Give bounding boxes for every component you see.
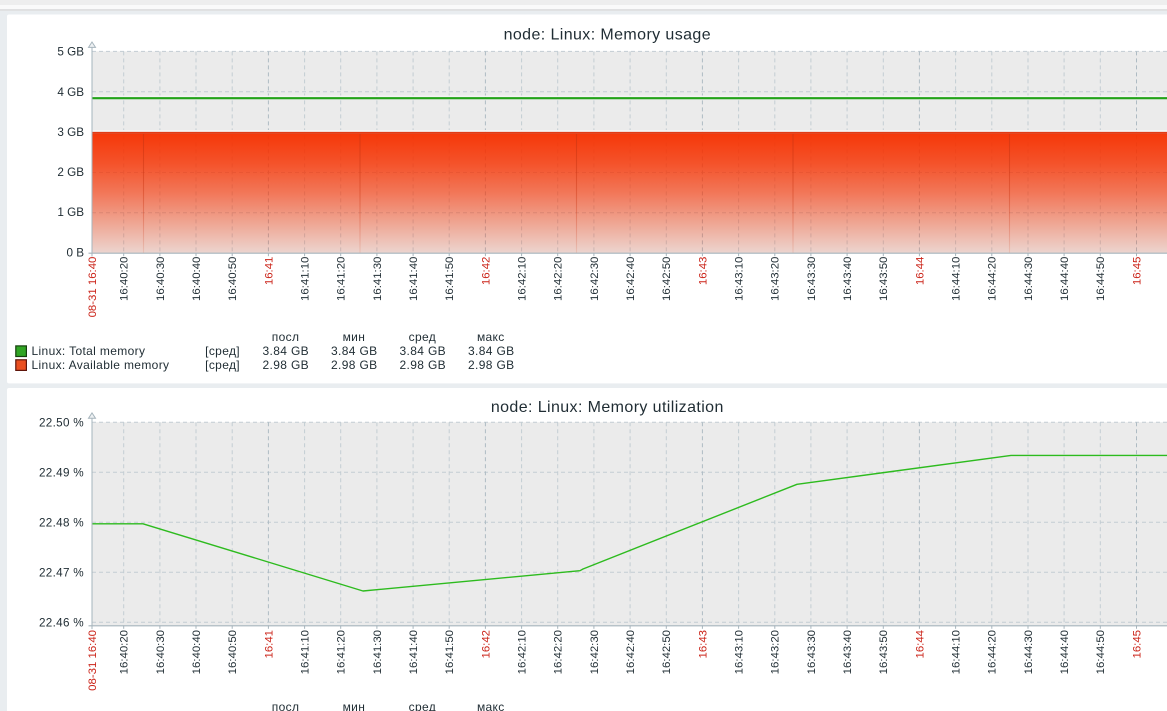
svg-text:16:43:40: 16:43:40 (842, 630, 854, 674)
svg-text:16:43: 16:43 (697, 257, 709, 286)
svg-text:16:41: 16:41 (263, 257, 275, 286)
svg-text:16:42:40: 16:42:40 (625, 630, 637, 674)
svg-text:16:41:40: 16:41:40 (408, 630, 420, 674)
svg-text:16:42: 16:42 (480, 630, 492, 659)
svg-text:16:41:50: 16:41:50 (444, 257, 456, 301)
svg-text:посл: посл (272, 700, 300, 711)
svg-text:16:43:40: 16:43:40 (842, 257, 854, 301)
svg-text:3.84 GB: 3.84 GB (331, 344, 377, 358)
svg-text:16:40:40: 16:40:40 (191, 257, 203, 301)
svg-text:16:43:50: 16:43:50 (878, 630, 890, 674)
svg-text:16:43:20: 16:43:20 (770, 630, 782, 674)
svg-text:16:43:30: 16:43:30 (806, 630, 818, 674)
svg-text:node: Linux: Memory usage: node: Linux: Memory usage (504, 27, 711, 44)
svg-text:16:41:40: 16:41:40 (408, 257, 420, 301)
svg-text:2.98 GB: 2.98 GB (400, 358, 446, 372)
svg-text:16:43: 16:43 (697, 630, 709, 659)
svg-text:16:44:30: 16:44:30 (1023, 257, 1035, 301)
svg-text:16:41:10: 16:41:10 (299, 257, 311, 301)
svg-text:0 B: 0 B (66, 246, 84, 259)
svg-text:[сред]: [сред] (205, 344, 240, 358)
svg-text:16:40:30: 16:40:30 (155, 630, 167, 674)
svg-text:мин: мин (343, 700, 366, 711)
svg-text:посл: посл (272, 330, 300, 344)
svg-text:16:41:20: 16:41:20 (336, 630, 348, 674)
svg-text:22.48 %: 22.48 % (39, 517, 84, 530)
svg-text:22.49 %: 22.49 % (39, 467, 84, 480)
svg-text:16:44:20: 16:44:20 (987, 630, 999, 674)
svg-text:16:42:40: 16:42:40 (625, 257, 637, 301)
svg-text:16:40:30: 16:40:30 (155, 257, 167, 301)
svg-text:16:41:30: 16:41:30 (372, 630, 384, 674)
svg-text:16:44:10: 16:44:10 (951, 630, 963, 674)
svg-text:16:43:30: 16:43:30 (806, 257, 818, 301)
svg-text:16:40:20: 16:40:20 (119, 630, 131, 674)
svg-text:16:41:20: 16:41:20 (336, 257, 348, 301)
svg-text:16:42:10: 16:42:10 (517, 257, 529, 301)
svg-text:16:42:20: 16:42:20 (553, 630, 565, 674)
svg-text:16:45: 16:45 (1131, 257, 1143, 286)
svg-text:16:44:50: 16:44:50 (1095, 257, 1107, 301)
svg-text:3.84 GB: 3.84 GB (400, 344, 446, 358)
svg-text:16:44:40: 16:44:40 (1059, 257, 1071, 301)
svg-text:16:41: 16:41 (263, 630, 275, 659)
svg-text:16:41:30: 16:41:30 (372, 257, 384, 301)
svg-text:16:40:20: 16:40:20 (119, 257, 131, 301)
svg-text:сред: сред (409, 700, 437, 711)
svg-text:5 GB: 5 GB (57, 46, 84, 59)
svg-text:16:43:10: 16:43:10 (734, 257, 746, 301)
svg-text:4 GB: 4 GB (57, 86, 84, 99)
svg-text:16:43:50: 16:43:50 (878, 257, 890, 301)
svg-text:2.98 GB: 2.98 GB (468, 358, 514, 372)
svg-text:node: Linux: Memory utilizatio: node: Linux: Memory utilization (491, 399, 724, 416)
svg-text:16:42: 16:42 (480, 257, 492, 286)
svg-text:16:44:30: 16:44:30 (1023, 630, 1035, 674)
svg-text:16:40:40: 16:40:40 (191, 630, 203, 674)
svg-text:16:41:50: 16:41:50 (444, 630, 456, 674)
svg-text:16:41:10: 16:41:10 (299, 630, 311, 674)
svg-text:макс: макс (477, 700, 505, 711)
svg-text:2 GB: 2 GB (57, 166, 84, 179)
svg-text:16:42:30: 16:42:30 (589, 257, 601, 301)
svg-text:16:43:20: 16:43:20 (770, 257, 782, 301)
svg-text:16:44: 16:44 (914, 257, 926, 286)
svg-text:2.98 GB: 2.98 GB (331, 358, 377, 372)
svg-text:3.84 GB: 3.84 GB (263, 344, 309, 358)
svg-text:16:42:10: 16:42:10 (517, 630, 529, 674)
svg-text:16:42:20: 16:42:20 (553, 257, 565, 301)
svg-text:макс: макс (477, 330, 505, 344)
svg-text:16:42:50: 16:42:50 (661, 257, 673, 301)
svg-text:16:43:10: 16:43:10 (734, 630, 746, 674)
svg-text:16:44:20: 16:44:20 (987, 257, 999, 301)
svg-text:08-31 16:40: 08-31 16:40 (87, 257, 99, 318)
svg-text:16:42:30: 16:42:30 (589, 630, 601, 674)
svg-text:3 GB: 3 GB (57, 126, 84, 139)
svg-text:16:40:50: 16:40:50 (227, 630, 239, 674)
svg-text:16:40:50: 16:40:50 (227, 257, 239, 301)
svg-text:[сред]: [сред] (205, 358, 240, 372)
svg-text:Linux: Total memory: Linux: Total memory (32, 344, 146, 358)
svg-text:2.98 GB: 2.98 GB (263, 358, 309, 372)
svg-text:22.47 %: 22.47 % (39, 567, 84, 580)
svg-text:16:45: 16:45 (1131, 630, 1143, 659)
svg-text:1 GB: 1 GB (57, 206, 84, 219)
svg-text:16:44:10: 16:44:10 (951, 257, 963, 301)
svg-text:3.84 GB: 3.84 GB (468, 344, 514, 358)
svg-text:мин: мин (343, 330, 366, 344)
svg-text:16:44:50: 16:44:50 (1095, 630, 1107, 674)
svg-text:22.46 %: 22.46 % (39, 617, 84, 630)
svg-text:16:44: 16:44 (914, 630, 926, 659)
svg-text:сред: сред (409, 330, 437, 344)
svg-text:16:42:50: 16:42:50 (661, 630, 673, 674)
svg-text:16:44:40: 16:44:40 (1059, 630, 1071, 674)
svg-text:08-31 16:40: 08-31 16:40 (87, 630, 99, 691)
svg-text:22.50 %: 22.50 % (39, 417, 84, 430)
svg-text:Linux: Available memory: Linux: Available memory (32, 358, 170, 372)
